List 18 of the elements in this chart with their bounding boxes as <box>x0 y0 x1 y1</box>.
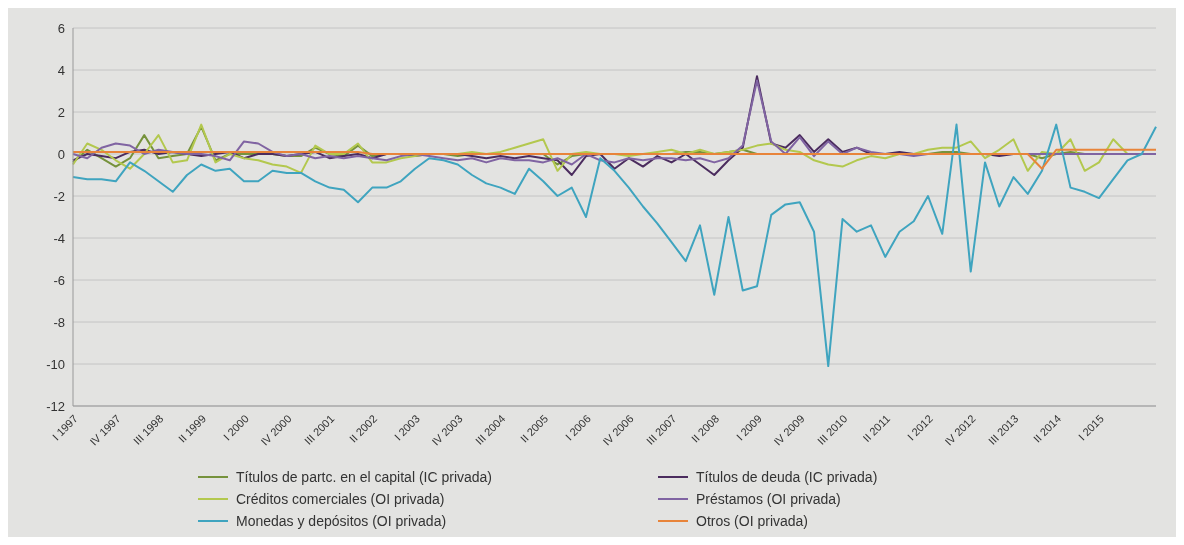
line-series <box>72 148 1157 170</box>
y-tick-label: -2 <box>53 188 65 204</box>
y-tick-label: -4 <box>53 230 65 246</box>
legend-label: Préstamos (OI privada) <box>696 491 841 507</box>
legend-label: Títulos de deuda (IC privada) <box>696 469 878 485</box>
legend-label: Títulos de partc. en el capital (IC privada) <box>236 469 493 485</box>
legend-label: Monedas y depósitos (OI privada) <box>236 513 447 529</box>
y-tick-label: 2 <box>57 104 65 120</box>
legend-label: Otros (OI privada) <box>696 513 809 529</box>
y-tick-label: 0 <box>57 146 65 162</box>
y-tick-label: -10 <box>46 356 65 372</box>
y-tick-label: 6 <box>57 20 65 36</box>
line-series <box>72 123 1157 368</box>
y-tick-label: 4 <box>57 62 65 78</box>
y-tick-label: -12 <box>46 398 65 414</box>
legend-label: Créditos comerciales (OI privada) <box>236 491 445 507</box>
y-tick-label: -8 <box>53 314 65 330</box>
y-tick-label: -6 <box>53 272 65 288</box>
